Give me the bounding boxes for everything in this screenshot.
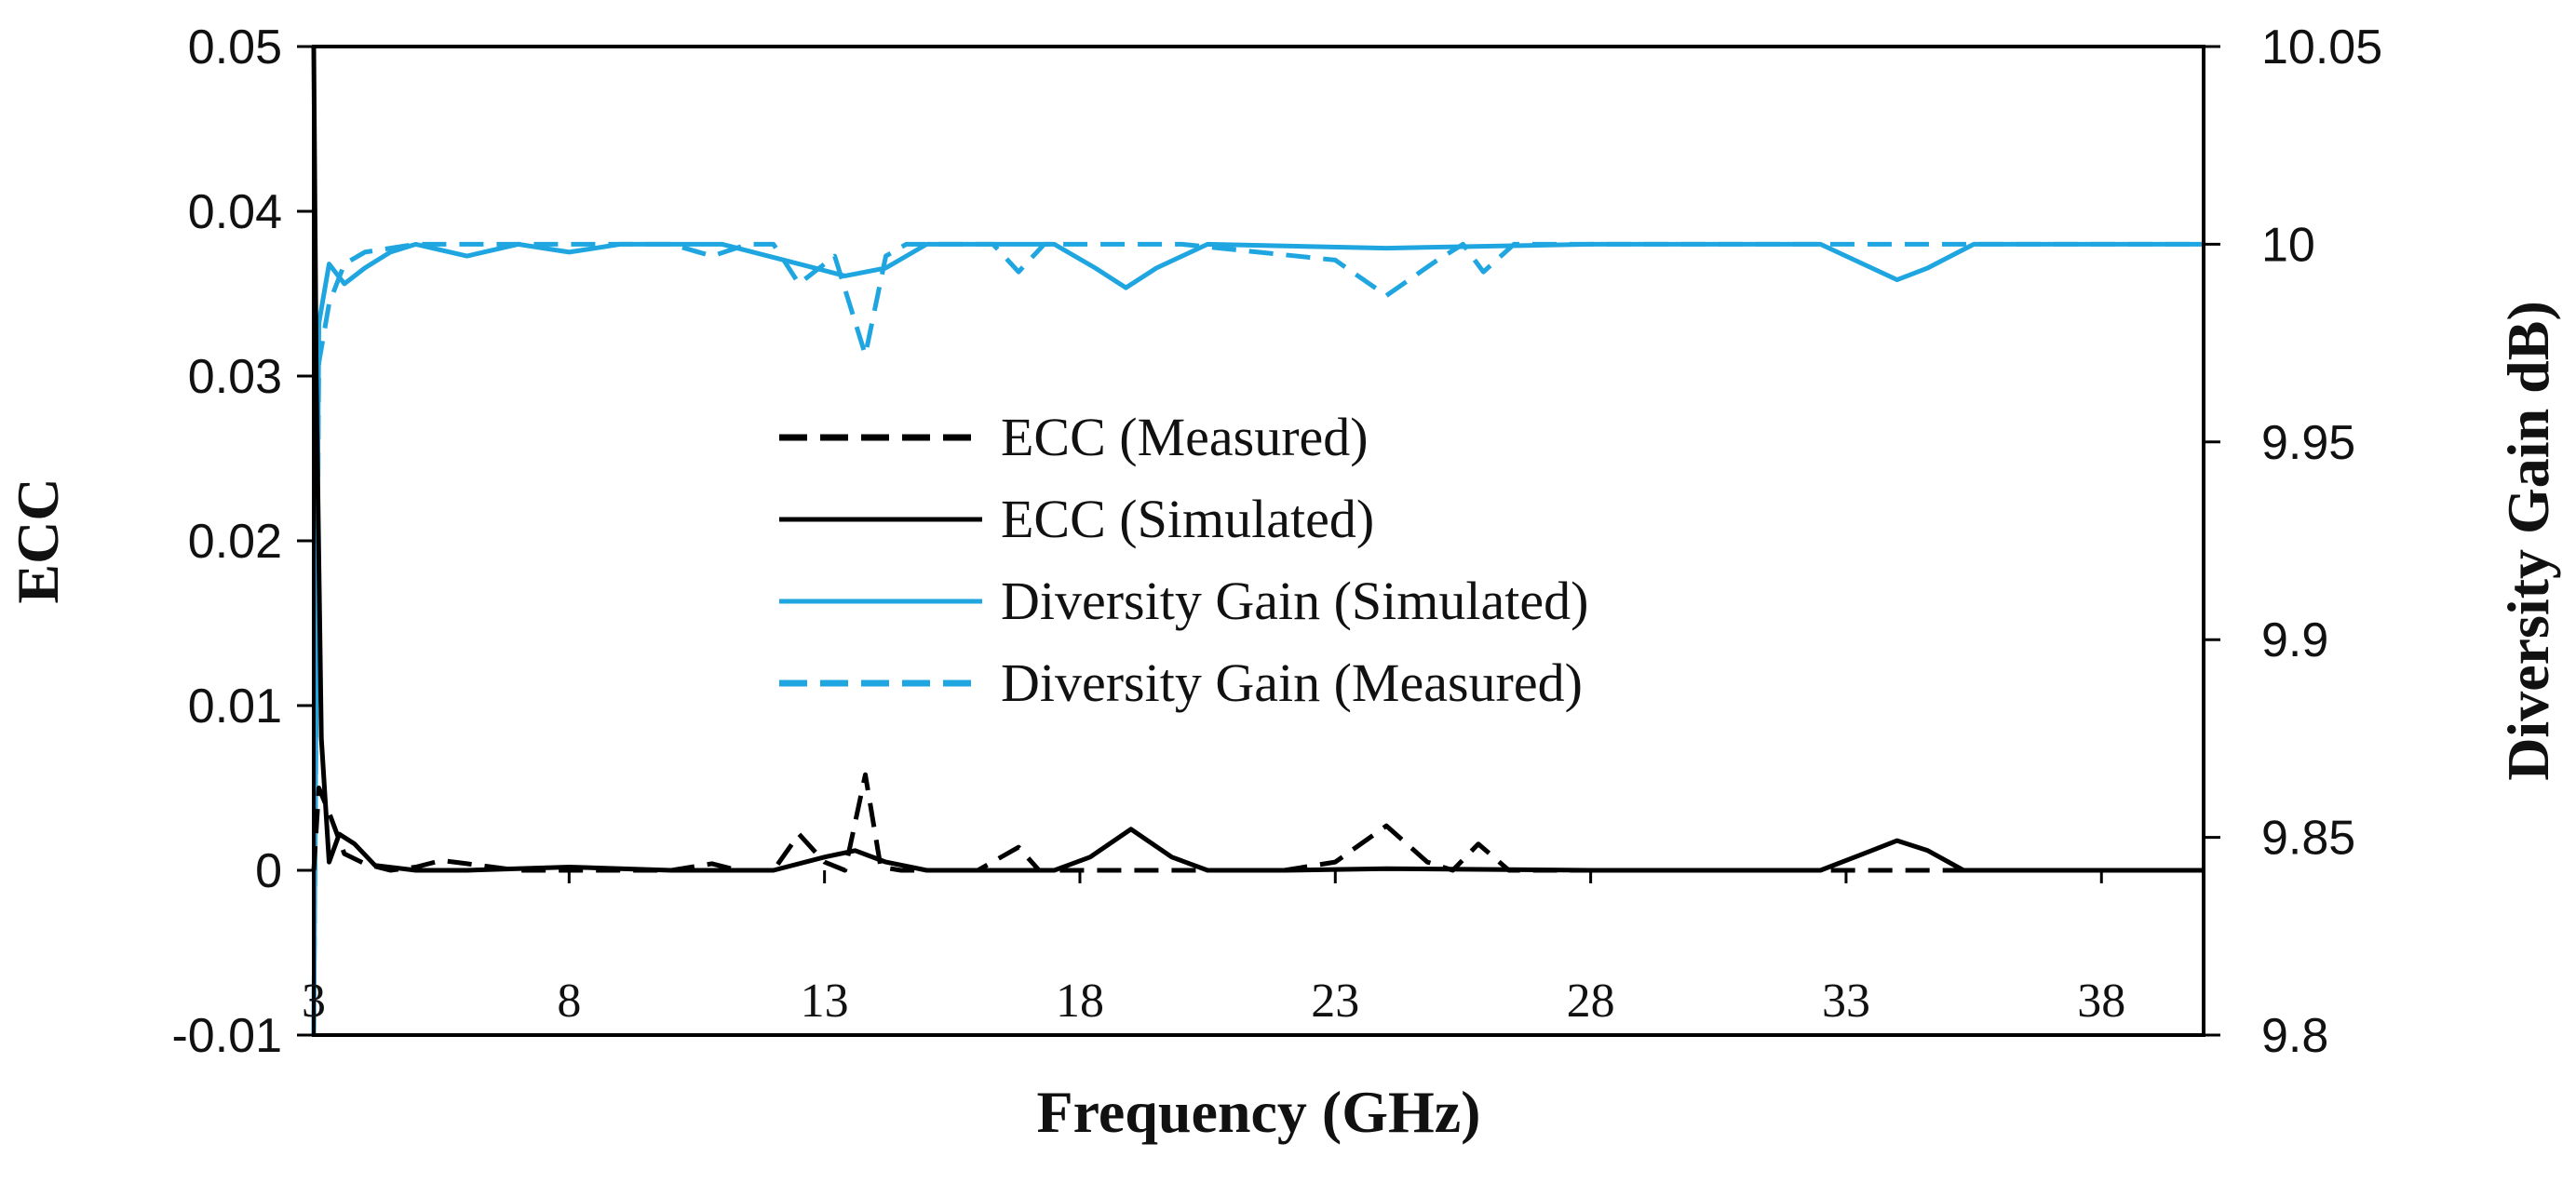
- right-y-tick-label: 10.05: [2261, 20, 2382, 74]
- x-axis-title: Frequency (GHz): [1037, 1079, 1481, 1145]
- series-line-diversity-gain-measured: [311, 241, 2204, 1036]
- left-y-tick-label: 0.02: [188, 515, 282, 569]
- legend-item-ecc-simulated: ECC (Simulated): [779, 489, 1374, 549]
- right-y-tick-label: 9.95: [2261, 416, 2355, 470]
- legend-item-ecc-measured: ECC (Measured): [779, 407, 1369, 467]
- left-y-tick-label: 0.05: [188, 20, 282, 74]
- left-y-tick-label: 0.01: [188, 679, 282, 733]
- legend-label: ECC (Measured): [1001, 407, 1369, 467]
- legend-item-diversity-gain-simulated: Diversity Gain (Simulated): [779, 571, 1588, 631]
- x-tick-label: 13: [801, 975, 849, 1028]
- legend-item-diversity-gain-measured: Diversity Gain (Measured): [779, 653, 1583, 713]
- left-y-tick-label: 0: [255, 844, 282, 898]
- x-tick-label: 23: [1311, 975, 1359, 1028]
- left-y-tick-label: 0.04: [188, 185, 282, 239]
- series-layer: [311, 46, 2204, 1036]
- x-tick-label: 38: [2077, 975, 2125, 1028]
- legend-label: ECC (Simulated): [1001, 489, 1374, 549]
- x-tick-label: 33: [1822, 975, 1870, 1028]
- legend-label: Diversity Gain (Measured): [1001, 653, 1583, 713]
- x-tick-label: 18: [1056, 975, 1104, 1028]
- left-y-tick-label: 0.03: [188, 350, 282, 404]
- right-y-tick-label: 9.8: [2261, 1009, 2328, 1063]
- ticks-layer: 0.05 0.04 0.03 0.02 0.01 0 -0.01 10.05 10 9.95 9.9…: [171, 20, 2382, 1063]
- legend: ECC (Measured) ECC (Simulated) Diversity G…: [779, 407, 1588, 713]
- x-tick-label: 3: [302, 975, 326, 1028]
- left-y-tick-label: -0.01: [171, 1009, 282, 1063]
- left-y-axis-title: ECC: [5, 478, 71, 603]
- series-line-ecc-simulated: [311, 46, 2204, 873]
- right-y-tick-label: 10: [2261, 218, 2315, 272]
- x-tick-label: 28: [1567, 975, 1615, 1028]
- series-line-diversity-gain-simulated: [311, 241, 2204, 1036]
- x-tick-label: 8: [557, 975, 581, 1028]
- right-y-tick-label: 9.9: [2261, 613, 2328, 667]
- legend-label: Diversity Gain (Simulated): [1001, 571, 1588, 631]
- right-y-tick-label: 9.85: [2261, 812, 2355, 866]
- right-y-axis-title: Diversity Gain dB): [2495, 301, 2561, 781]
